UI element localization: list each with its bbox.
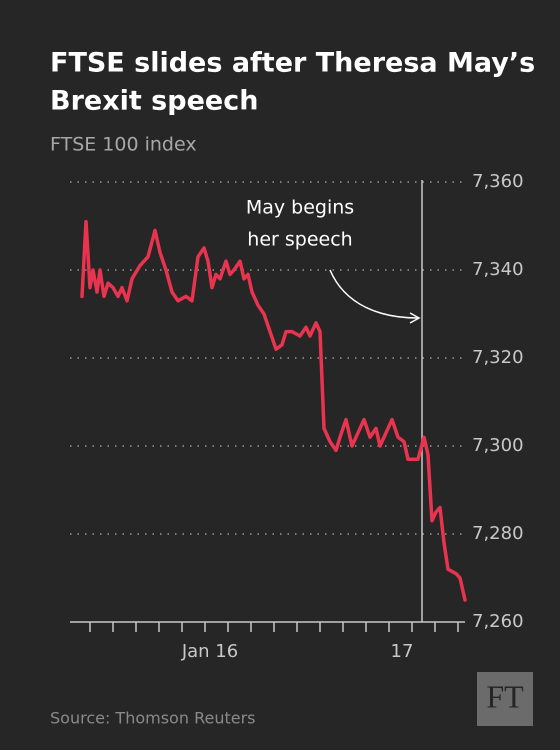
chart-title: FTSE slides after Theresa May’s: [50, 48, 535, 79]
y-tick-label: 7,320: [472, 347, 524, 368]
logo-box: [477, 672, 533, 726]
y-tick-label: 7,340: [472, 259, 524, 280]
annotation-arrow: [329, 269, 419, 319]
y-tick-label: 7,300: [472, 435, 524, 456]
source: Source: Thomson Reuters: [50, 709, 255, 728]
y-tick-label: 7,360: [472, 171, 524, 192]
logo: FT: [486, 678, 524, 714]
chart-subtitle: FTSE 100 index: [50, 134, 197, 156]
annotation-text: May begins: [246, 197, 354, 219]
x-tick-label: 17: [391, 641, 414, 662]
chart-title: Brexit speech: [50, 86, 258, 117]
annotation-text: her speech: [247, 229, 352, 251]
y-tick-label: 7,260: [472, 611, 524, 632]
annotation-arrowhead: [409, 312, 421, 324]
price-line: [80, 219, 467, 602]
x-tick-label: Jan 16: [181, 641, 238, 662]
y-tick-label: 7,280: [472, 523, 524, 544]
